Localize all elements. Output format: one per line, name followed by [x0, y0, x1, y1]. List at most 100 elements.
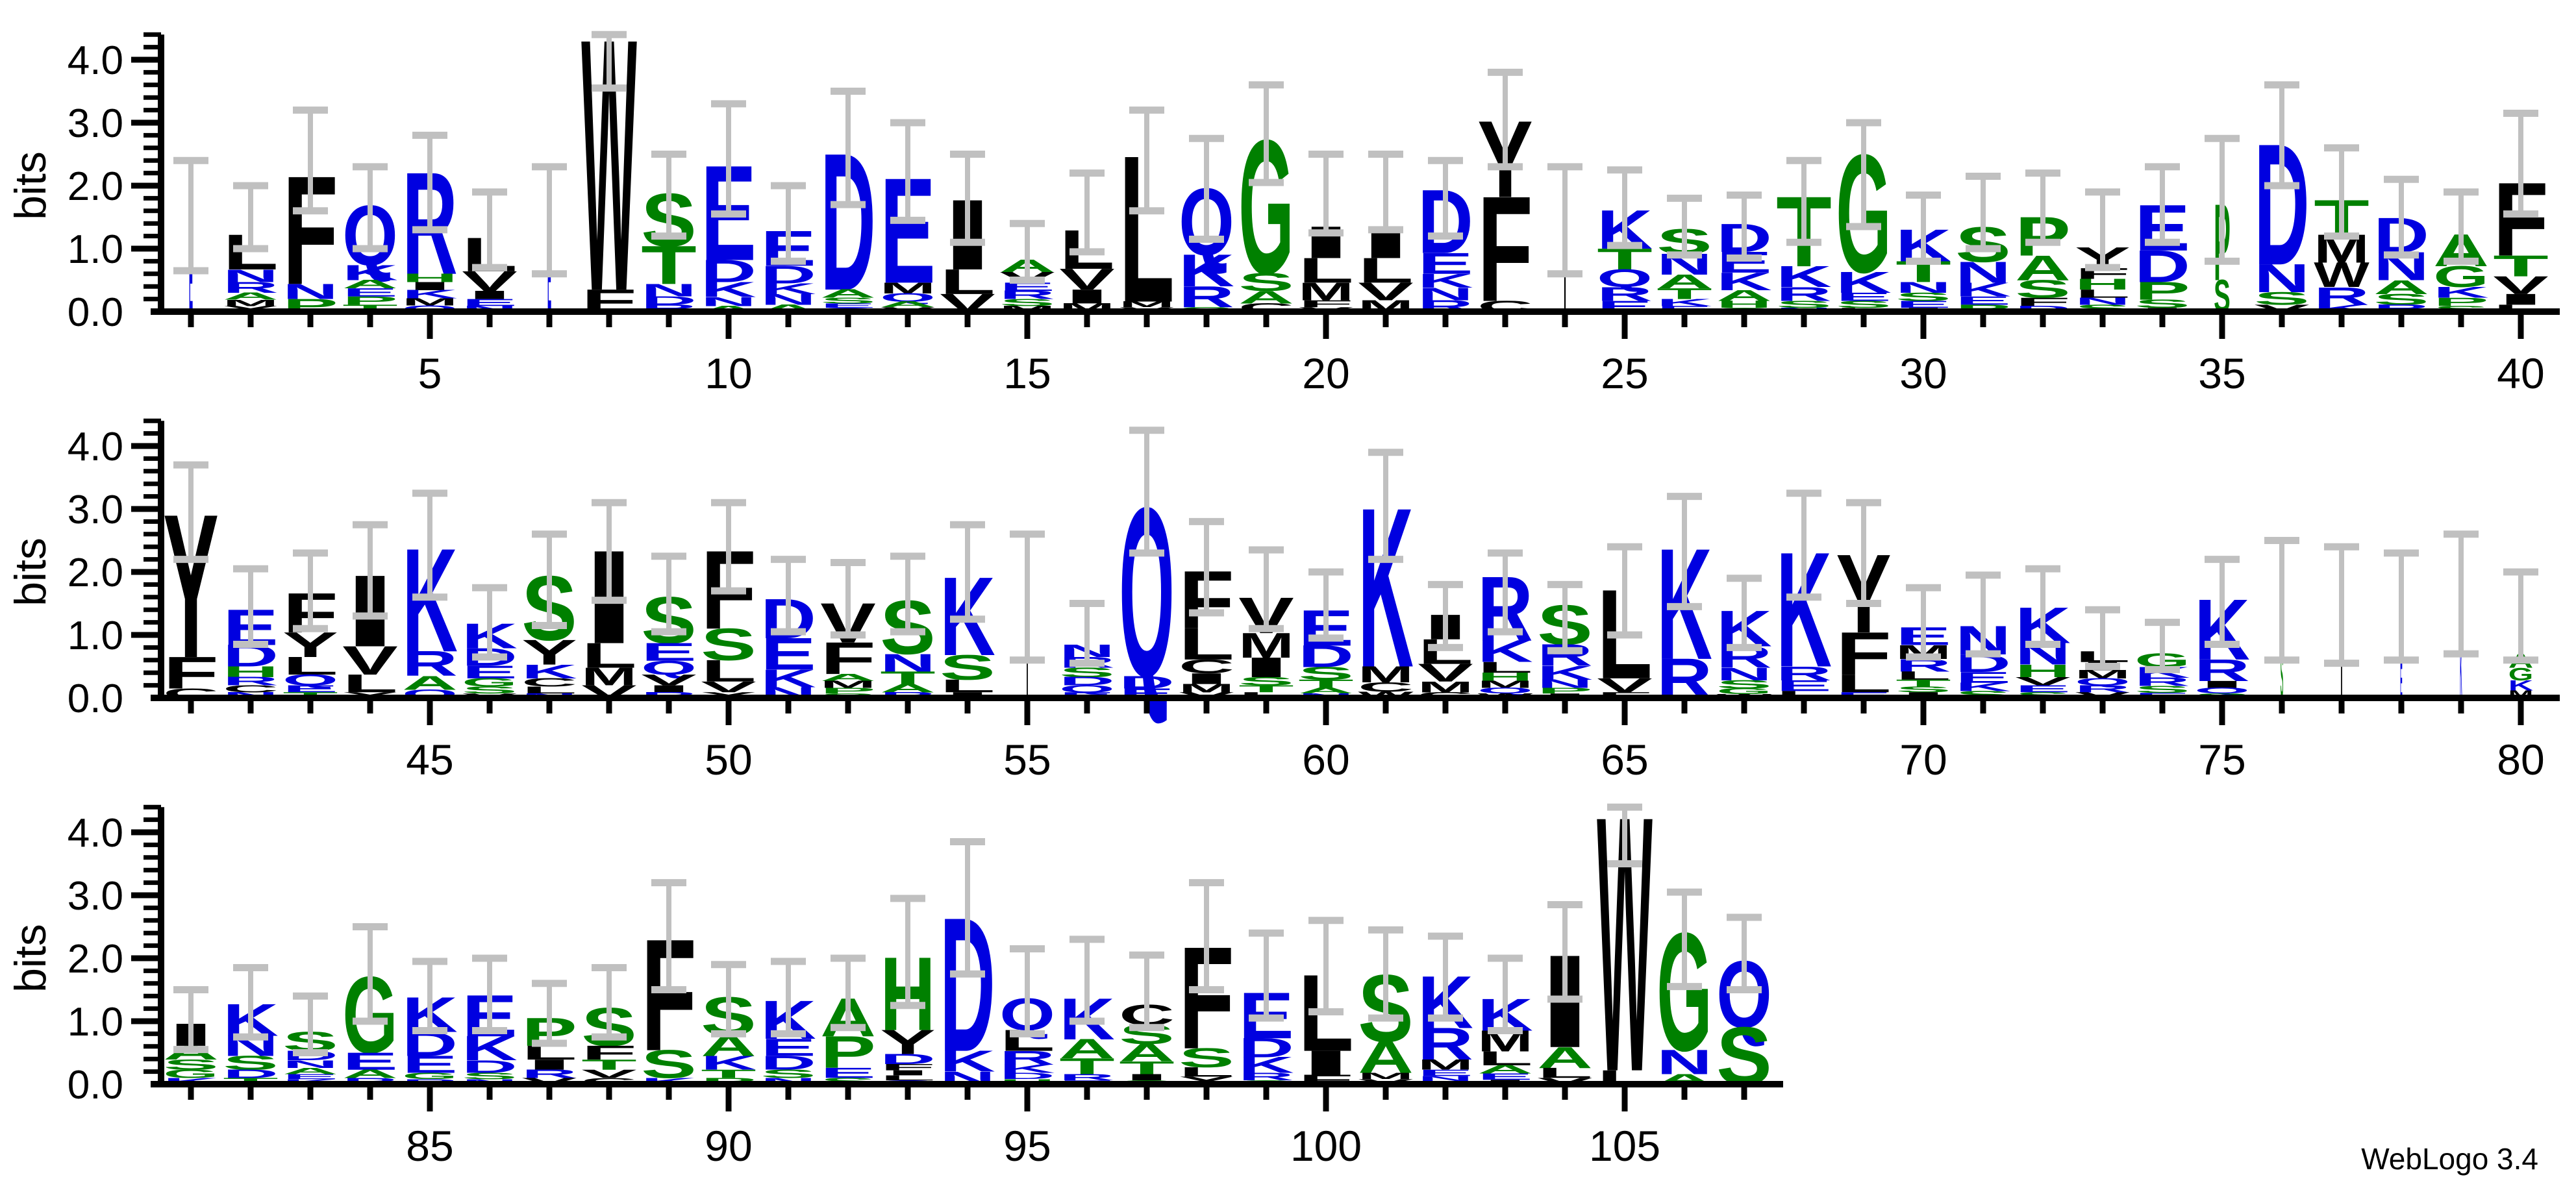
logo-letter: S [940, 647, 995, 688]
logo-letter: R [2134, 675, 2190, 689]
logo-letter: M [1358, 662, 1414, 688]
logo-letter: A [1119, 1039, 1175, 1067]
logo-letter: I [462, 288, 518, 302]
logo-letter: N [641, 280, 697, 301]
logo-letter: K [999, 1062, 1058, 1076]
y-axis-title: bits [6, 151, 55, 220]
y-tick-label: 3.0 [68, 101, 123, 146]
logo-letter: G [163, 1067, 219, 1080]
logo-letter: H [223, 663, 279, 681]
y-tick-label: 0.0 [68, 290, 123, 335]
logo-letter: S [2134, 684, 2190, 695]
logo-letter: M [1418, 1057, 1473, 1073]
logo-letter: N [2075, 296, 2131, 307]
logo-letter: S [760, 1067, 816, 1080]
logo-letter: L [2075, 287, 2131, 301]
logo-letter: H [2015, 661, 2071, 681]
logo-letter: E [189, 225, 193, 332]
logo-letter: I [641, 684, 697, 695]
x-tick-label: 25 [1601, 349, 1648, 397]
logo-letter: L [1537, 1065, 1594, 1081]
logo-letter: K [462, 1030, 518, 1068]
x-tick-label: 20 [1302, 349, 1349, 397]
logo-letter: N [1955, 255, 2011, 289]
logo-letter: M [223, 297, 279, 308]
logo-letter: D [641, 293, 697, 307]
logo-letter: S [1836, 299, 1892, 310]
logo-letter: N [1716, 664, 1772, 684]
logo-letter: D [462, 1057, 518, 1077]
logo-letter: A [342, 1067, 398, 1080]
logo-letter: Q [1059, 684, 1115, 695]
logo-letter: A [1657, 270, 1712, 293]
logo-letter: T [1119, 1058, 1175, 1078]
letter-stacks: YFCEDHRCNFYLQETIVLYKRAQKDEGSVSYKCLNILMVS… [163, 457, 2534, 727]
logo-letter: L [1836, 669, 1892, 698]
weblogo-credit: WebLogo 3.4 [2361, 1142, 2538, 1176]
letter-stacks: IASGKKNSDTSDNAEKGEARKDEGREKDSNPLIRVSFTVC… [163, 741, 1772, 1148]
logo-letter: S [1895, 290, 1951, 304]
x-tick-label: 40 [2497, 349, 2544, 397]
y-tick-label: 1.0 [68, 1000, 123, 1045]
logo-letter: R [1179, 280, 1234, 314]
logo-letter: D [701, 253, 757, 289]
logo-letter: S [1298, 663, 1354, 684]
logo-letter: R [2194, 654, 2250, 688]
logo-letter: E [641, 638, 697, 667]
logo-letter: L [940, 262, 995, 302]
x-tick-label: 10 [705, 349, 752, 397]
logo-letter: K [760, 665, 817, 693]
logo-letter: T [1059, 1054, 1116, 1079]
logo-letter: K [402, 288, 461, 301]
x-tick-label: 65 [1601, 736, 1648, 784]
logo-letter: S [701, 619, 757, 670]
logo-row-3: IASGKKNSDTSDNAEKGEARKDEGREKDSNPLIRVSFTVC… [6, 741, 1783, 1170]
y-tick-label: 0.0 [68, 1063, 123, 1108]
logo-letter: I [402, 279, 458, 293]
logo-letter: V [1597, 674, 1653, 697]
logo-letter: I [2340, 649, 2342, 710]
logo-letter: S [223, 1052, 279, 1074]
logo-letter: K [2460, 623, 2462, 715]
logo-letter: E [2015, 684, 2071, 695]
logo-letter: D [880, 1051, 936, 1067]
logo-letter: Y [521, 632, 577, 673]
y-tick-label: 4.0 [68, 425, 123, 469]
logo-letter: Q [1477, 686, 1534, 695]
logo-letter: D [223, 1067, 279, 1080]
logo-letter: S [2015, 275, 2071, 304]
logo-letter: C [1358, 680, 1414, 695]
logo-letter: I [880, 1069, 936, 1077]
logo-letter: S [1179, 1043, 1234, 1073]
logo-letter: R [402, 643, 458, 684]
logo-letter: A [1716, 288, 1772, 305]
logo-letter: R [1059, 1072, 1115, 1082]
logo-letter: F [1298, 299, 1354, 310]
logo-letter: P [820, 686, 876, 695]
logo-letter: D [1298, 639, 1354, 674]
logo-letter: S [2134, 297, 2190, 310]
logo-letter: K [1179, 245, 1234, 296]
logo-letter: M [880, 280, 936, 297]
logo-letter: M [2075, 667, 2131, 681]
logo-letter: F [2015, 295, 2071, 308]
logo-letter: S [1895, 685, 1951, 694]
logo-letter: K [1776, 260, 1832, 293]
logo-letter: E [1477, 1071, 1533, 1082]
logo-letter: A [880, 681, 936, 695]
logo-row-1: ELNRAMYFNPQKAEPTRHIKMQLVIENEWFSTNDREDKNA… [6, 0, 2560, 397]
logo-letter: M [1477, 679, 1533, 690]
logo-letter: I [2194, 679, 2250, 690]
logo-letter: F [880, 1062, 938, 1072]
logo-letter: R [999, 1047, 1055, 1069]
logo-letter: H [2075, 276, 2131, 293]
logo-letter: S [641, 1042, 697, 1087]
logo-letter: Q [282, 672, 338, 689]
logo-letter: K [1955, 680, 2014, 693]
logo-letter: N [701, 295, 757, 309]
logo-letter: Q [2075, 677, 2131, 688]
logo-letter: R [1238, 1071, 1294, 1083]
logo-letter: S [1238, 268, 1294, 297]
logo-letter: M [1298, 278, 1354, 306]
